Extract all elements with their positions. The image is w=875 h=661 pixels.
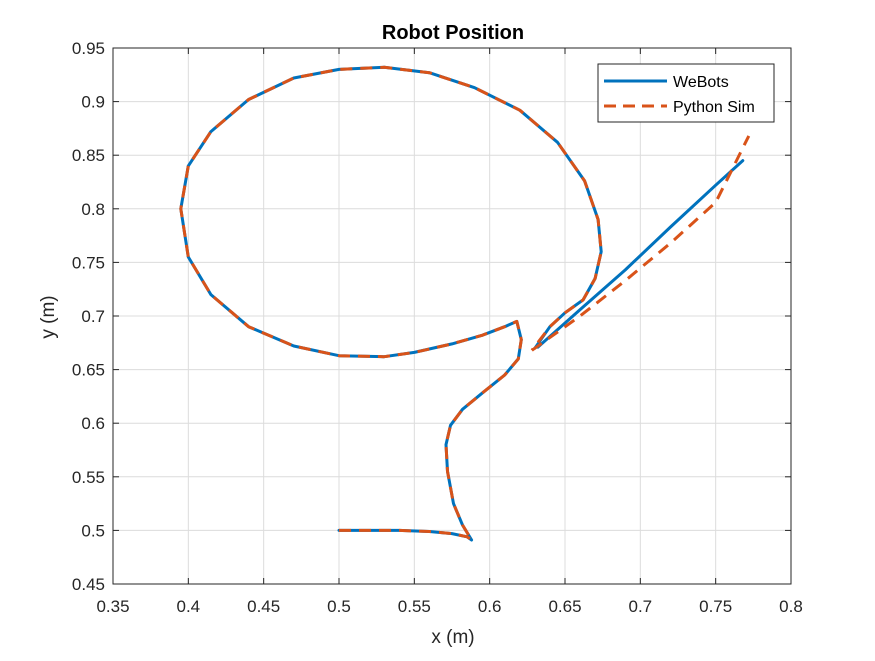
y-tick-label: 0.45: [72, 575, 105, 594]
x-tick-label: 0.35: [96, 597, 129, 616]
x-tick-label: 0.55: [398, 597, 431, 616]
y-tick-label: 0.65: [72, 361, 105, 380]
x-tick-label: 0.8: [779, 597, 803, 616]
series-layer: [179, 65, 751, 542]
chart-title: Robot Position: [382, 22, 524, 44]
y-tick-label: 0.7: [81, 307, 105, 326]
y-tick-labels: 0.45 0.5 0.55 0.6 0.65 0.7 0.75 0.8 0.85 0.9 0.95: [72, 39, 105, 594]
y-tick-label: 0.55: [72, 468, 105, 487]
x-tick-label: 0.45: [247, 597, 280, 616]
x-tick-label: 0.5: [327, 597, 351, 616]
y-tick-label: 0.6: [81, 414, 105, 433]
legend: WeBots Python Sim: [597, 63, 775, 123]
series-line-webots-segment-2: [536, 159, 745, 349]
grid-lines: [112, 47, 792, 585]
series-line-python-sim-segment-2: [531, 135, 751, 352]
y-tick-label: 0.5: [81, 521, 105, 540]
x-tick-label: 0.6: [478, 597, 502, 616]
x-tick-label: 0.4: [177, 597, 201, 616]
y-tick-label: 0.95: [72, 39, 105, 58]
series-line-python-sim: [179, 65, 603, 542]
y-tick-label: 0.75: [72, 253, 105, 272]
tick-marks: [112, 47, 792, 585]
y-tick-label: 0.9: [81, 93, 105, 112]
x-tick-labels: 0.35 0.4 0.45 0.5 0.55 0.6 0.65 0.7 0.75 0.8: [96, 597, 802, 616]
y-tick-label: 0.85: [72, 146, 105, 165]
legend-box: [597, 63, 775, 123]
legend-label-python-sim: Python Sim: [673, 99, 755, 116]
x-tick-label: 0.75: [699, 597, 732, 616]
legend-label-webots: WeBots: [673, 74, 729, 91]
x-tick-label: 0.65: [548, 597, 581, 616]
y-axis-label: y (m): [38, 295, 59, 338]
x-axis-label: x (m): [431, 627, 474, 648]
y-tick-label: 0.8: [81, 200, 105, 219]
x-tick-label: 0.7: [629, 597, 653, 616]
